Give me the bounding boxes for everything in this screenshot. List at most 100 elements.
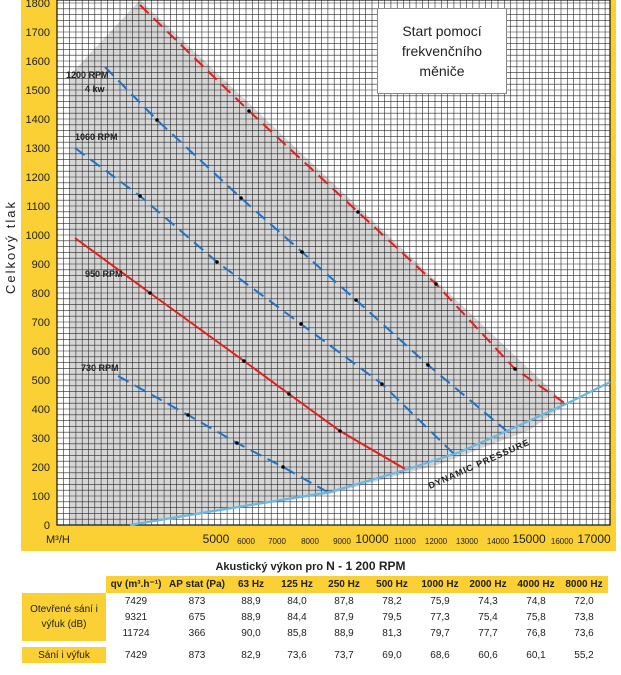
curve-label: 730 RPM: [81, 363, 119, 373]
table-cell: 81,3: [382, 627, 402, 639]
curve-point: [338, 429, 342, 433]
table-cell: 79,5: [382, 611, 402, 623]
table-cell: 84,0: [287, 595, 307, 607]
table-cell: 82,9: [241, 649, 261, 661]
table-cell: 78,2: [382, 595, 402, 607]
x-tick-label-minor: 14000: [487, 537, 510, 546]
table-cell: 675: [188, 611, 206, 623]
table-cell: 9321: [124, 611, 148, 623]
fan-performance-chart: 0 100 200 300 400 500 600 700 800 900 1000 1100 1200…: [21, 0, 616, 551]
note-text: Start pomocí frekvenčního měniče: [401, 23, 483, 79]
curve-point: [281, 465, 285, 469]
y-tick-label: 500: [32, 375, 50, 387]
y-tick-label: 200: [32, 462, 50, 474]
table-cell: 73,6: [574, 627, 594, 639]
table-cell: 88,9: [334, 627, 354, 639]
table-cell: 7429: [124, 649, 148, 661]
note-box: Start pomocí frekvenčního měniče: [377, 8, 507, 94]
table-row: Sání i výfuk 7429 873 82,9 73,6 73,7 69,0 68,6 6…: [22, 647, 608, 663]
table-cell: 55,2: [574, 649, 594, 661]
curve-point: [513, 367, 517, 371]
table-title-rpm: N - 1 200 RPM: [326, 559, 406, 573]
header-2000hz: 2000 Hz: [464, 576, 512, 593]
header-250hz: 250 Hz: [320, 576, 368, 593]
table-cell: 873: [188, 649, 206, 661]
header-blank: [22, 576, 106, 593]
header-125hz: 125 Hz: [274, 576, 320, 593]
operating-zone: [70, 0, 566, 525]
table-cell: 90,0: [241, 627, 261, 639]
table-cell: 88,9: [241, 611, 261, 623]
table-cell: 75,9: [430, 595, 450, 607]
table-cell: 77,7: [478, 627, 498, 639]
table-cell: 73,7: [334, 649, 354, 661]
table-cell: 72,0: [574, 595, 594, 607]
table-cell: 74,3: [478, 595, 498, 607]
table-row: 11724 366 90,0 85,8 88,9 81,3 79,7 77,7 76,8 73,6: [22, 625, 608, 641]
curve-1060-rpm: [74, 147, 456, 456]
plot-border: [56, 0, 611, 526]
table-cell: 75,4: [478, 611, 498, 623]
curve-point: [239, 196, 243, 200]
table-cell: 69,0: [382, 649, 402, 661]
header-ap-stat: AP stat (Pa): [166, 576, 228, 593]
y-tick-label: 1200: [26, 172, 50, 184]
x-tick-label-major: 10000: [355, 532, 389, 546]
curve-label: 4 kw: [85, 84, 106, 94]
x-tick-label-minor: 7000: [268, 537, 286, 546]
table-cell: 73,6: [287, 649, 307, 661]
y-tick-label: 1100: [26, 201, 50, 213]
header-qv: qv (m³.h⁻¹): [106, 576, 166, 593]
table-header-row: qv (m³.h⁻¹) AP stat (Pa) 63 Hz 125 Hz 25…: [22, 576, 608, 593]
table-cell: 76,8: [526, 627, 546, 639]
table-cell: 77,3: [430, 611, 450, 623]
curve-point: [247, 109, 251, 113]
curve-label: 950 RPM: [85, 269, 123, 279]
header-63hz: 63 Hz: [228, 576, 274, 593]
table-title-prefix: Akustický výkon pro: [215, 561, 327, 573]
y-tick-label: 0: [44, 520, 50, 532]
header-8000hz: 8000 Hz: [560, 576, 608, 593]
curve-label: 1350 RPM: [67, 0, 110, 2]
acoustic-power-table: qv (m³.h⁻¹) AP stat (Pa) 63 Hz 125 Hz 25…: [22, 576, 608, 663]
curve-point: [434, 282, 438, 286]
curve-1350-rpm: [139, 4, 567, 405]
y-tick-label: 900: [32, 259, 50, 271]
y-tick-label: 800: [32, 288, 50, 300]
table-cell: 75,8: [526, 611, 546, 623]
curve-point: [186, 413, 190, 417]
curve-point: [138, 194, 142, 198]
y-tick-label: 1500: [26, 85, 50, 97]
x-tick-label-minor: 8000: [301, 537, 319, 546]
curve-point: [299, 322, 303, 326]
y-tick-label: 400: [32, 404, 50, 416]
curve-point: [215, 260, 219, 264]
table-cell: 68,6: [430, 649, 450, 661]
curve-point: [380, 382, 384, 386]
x-axis-label: M³/H: [46, 534, 70, 546]
y-tick-label: 1800: [26, 0, 50, 10]
table-cell: 366: [188, 627, 206, 639]
header-500hz: 500 Hz: [368, 576, 416, 593]
table-title: Akustický výkon pro N - 1 200 RPM: [0, 559, 621, 573]
table-cell: 873: [188, 595, 206, 607]
curve-label: 1060 RPM: [75, 132, 118, 142]
x-tick-label-minor: 6000: [237, 537, 255, 546]
curve-point: [155, 118, 159, 122]
header-1000hz: 1000 Hz: [416, 576, 464, 593]
curve-point: [287, 392, 291, 396]
y-tick-label: 1000: [26, 230, 50, 242]
table-cell: 60,1: [526, 649, 546, 661]
y-tick-label: 1600: [26, 56, 50, 68]
y-tick-label: 1700: [26, 27, 50, 39]
curve-point: [242, 359, 246, 363]
table-row: Otevřené sání i výfuk (dB) 7429 873 88,9 84,…: [22, 593, 608, 641]
curve-point: [356, 210, 360, 214]
x-tick-label-minor: 11000: [394, 537, 416, 546]
header-4000hz: 4000 Hz: [512, 576, 560, 593]
x-tick-label-minor: 16000: [551, 537, 574, 546]
x-tick-label-major: 15000: [512, 532, 546, 546]
y-tick-label: 1300: [26, 143, 50, 155]
table-cell: 11724: [122, 627, 150, 639]
x-tick-label-minor: 9000: [333, 537, 351, 546]
